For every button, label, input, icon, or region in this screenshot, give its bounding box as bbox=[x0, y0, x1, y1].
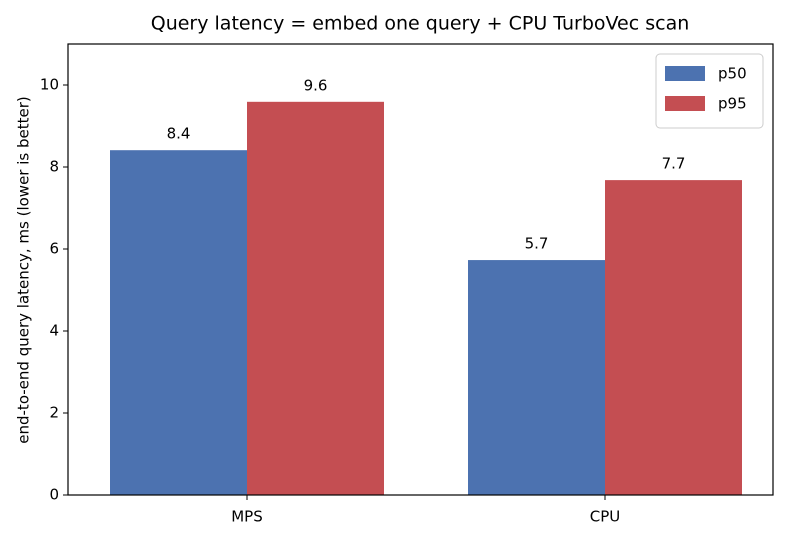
y-tick-label: 6 bbox=[49, 240, 59, 258]
legend-label: p95 bbox=[718, 95, 747, 113]
plot-frame bbox=[67, 43, 774, 496]
bar bbox=[605, 180, 742, 495]
x-tick-label: MPS bbox=[231, 508, 263, 526]
legend-label: p50 bbox=[718, 65, 747, 83]
y-axis-label: end-to-end query latency, ms (lower is b… bbox=[15, 96, 33, 443]
legend-swatch bbox=[665, 96, 705, 111]
bar bbox=[247, 101, 384, 495]
bar bbox=[468, 260, 605, 495]
value-label: 8.4 bbox=[167, 125, 191, 143]
value-label: 5.7 bbox=[525, 235, 549, 253]
y-tick-label: 8 bbox=[49, 158, 59, 176]
y-tick-label: 4 bbox=[49, 322, 59, 340]
chart-title: Query latency = embed one query + CPU Tu… bbox=[151, 13, 690, 35]
value-label: 7.7 bbox=[662, 155, 686, 173]
legend-frame bbox=[655, 53, 764, 129]
legend-swatch bbox=[665, 66, 705, 81]
y-tick-label: 0 bbox=[49, 486, 59, 504]
y-tick-label: 10 bbox=[40, 76, 59, 94]
y-tick-label: 2 bbox=[49, 404, 59, 422]
value-label: 9.6 bbox=[304, 76, 328, 94]
x-tick-label: CPU bbox=[590, 508, 621, 526]
bar bbox=[110, 150, 247, 495]
